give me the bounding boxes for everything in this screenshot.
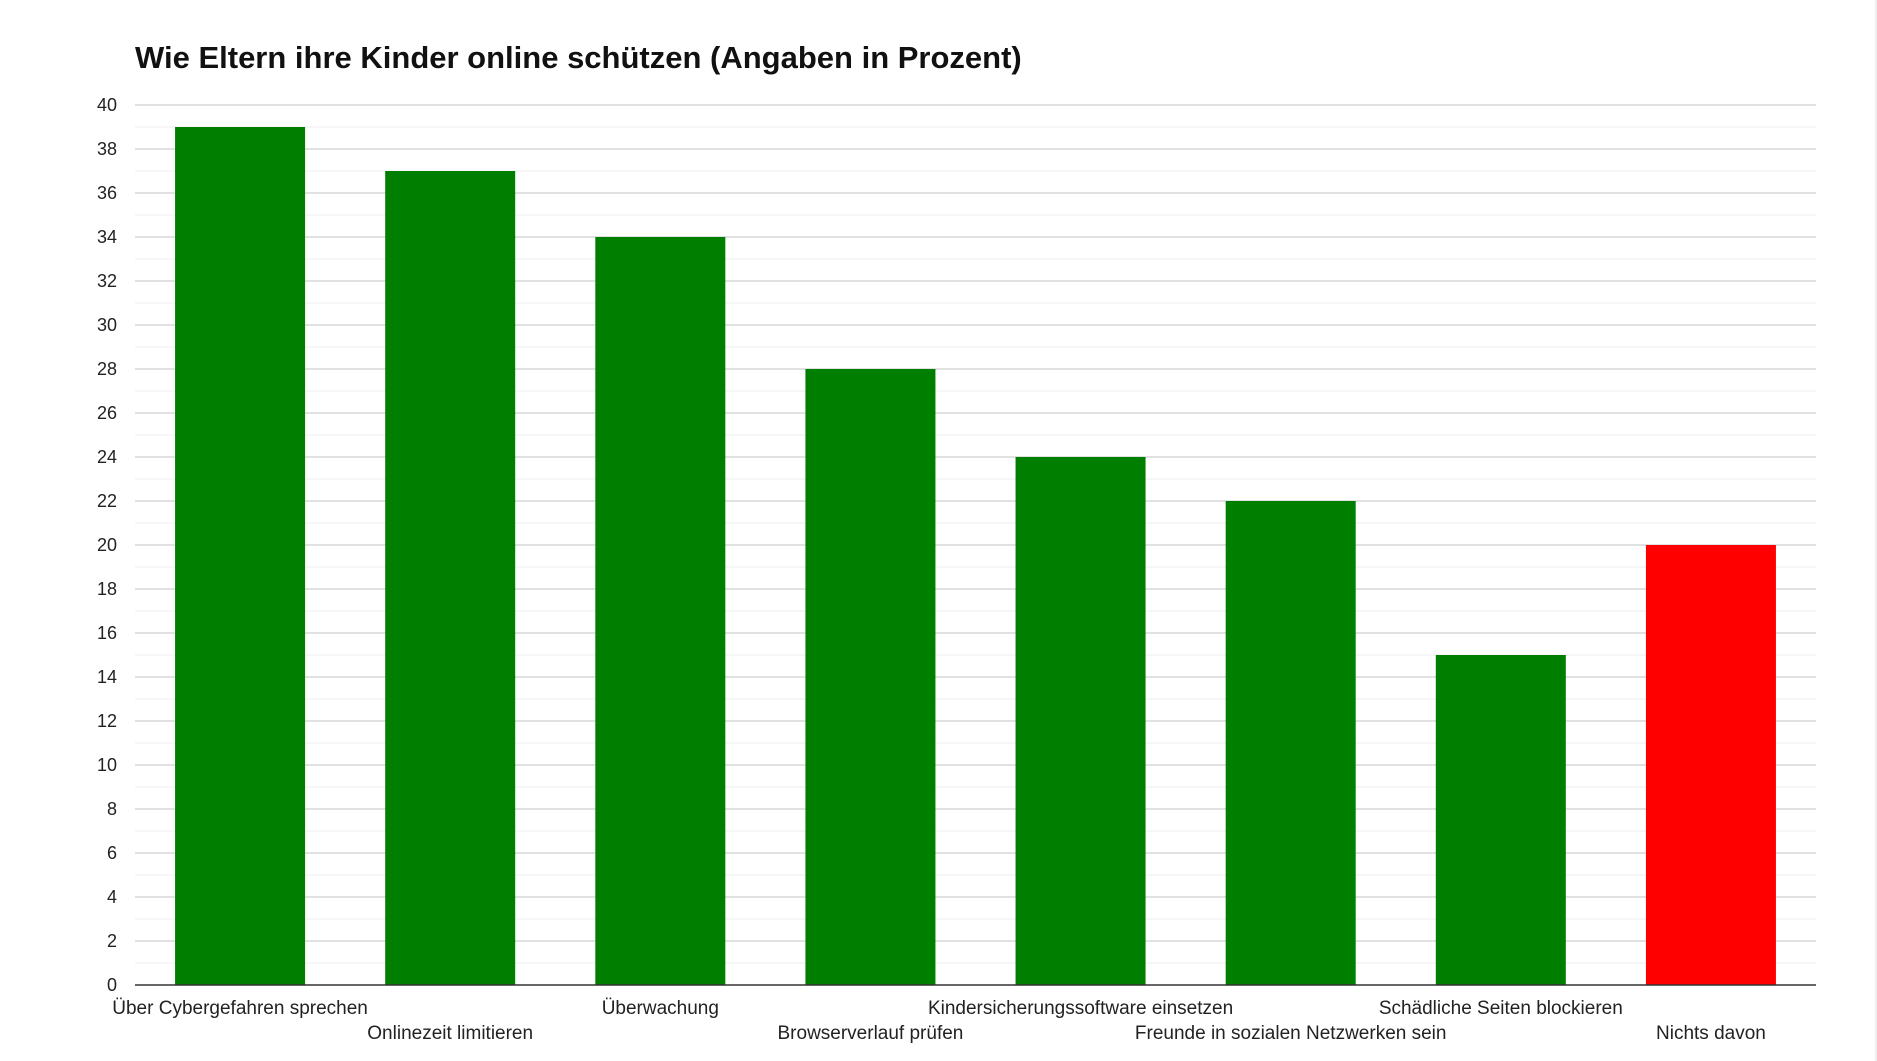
y-tick-label: 22 <box>97 491 117 511</box>
y-tick-label: 24 <box>97 447 117 467</box>
y-tick-label: 34 <box>97 227 117 247</box>
x-axis-labels: Über Cybergefahren sprechen Onlinezeit li… <box>112 998 1766 1044</box>
y-tick-label: 16 <box>97 623 117 643</box>
chart-title: Wie Eltern ihre Kinder online schützen (… <box>135 40 1022 75</box>
bar <box>385 171 516 985</box>
x-category-label: Freunde in sozialen Netzwerken sein <box>1135 1023 1447 1044</box>
y-tick-label: 30 <box>97 315 117 335</box>
y-tick-label: 28 <box>97 359 117 379</box>
x-category-label: Onlinezeit limitieren <box>367 1023 533 1044</box>
y-tick-label: 12 <box>97 711 117 731</box>
bars <box>175 127 1776 985</box>
bar <box>1435 655 1566 985</box>
y-tick-label: 26 <box>97 403 117 423</box>
y-tick-label: 14 <box>97 667 117 687</box>
y-tick-label: 4 <box>107 887 117 907</box>
x-category-label: Kindersicherungssoftware einsetzen <box>928 998 1233 1019</box>
y-tick-label: 38 <box>97 139 117 159</box>
y-tick-label: 0 <box>107 975 117 995</box>
y-tick-label: 20 <box>97 535 117 555</box>
x-category-label: Schädliche Seiten blockieren <box>1379 998 1623 1019</box>
x-category-label: Browserverlauf prüfen <box>778 1023 964 1044</box>
bar <box>1645 545 1776 985</box>
y-tick-label: 18 <box>97 579 117 599</box>
bar <box>175 127 306 985</box>
window-edge <box>1875 0 1877 1061</box>
y-tick-label: 40 <box>97 95 117 115</box>
x-category-label: Über Cybergefahren sprechen <box>112 998 368 1019</box>
bar <box>805 369 936 985</box>
x-category-label: Nichts davon <box>1656 1023 1766 1044</box>
x-category-label: Überwachung <box>602 998 719 1019</box>
y-tick-label: 6 <box>107 843 117 863</box>
bar <box>595 237 726 985</box>
y-tick-label: 32 <box>97 271 117 291</box>
y-tick-label: 36 <box>97 183 117 203</box>
bar <box>1015 457 1146 985</box>
bar <box>1225 501 1356 985</box>
y-tick-label: 2 <box>107 931 117 951</box>
y-tick-label: 10 <box>97 755 117 775</box>
y-tick-label: 8 <box>107 799 117 819</box>
